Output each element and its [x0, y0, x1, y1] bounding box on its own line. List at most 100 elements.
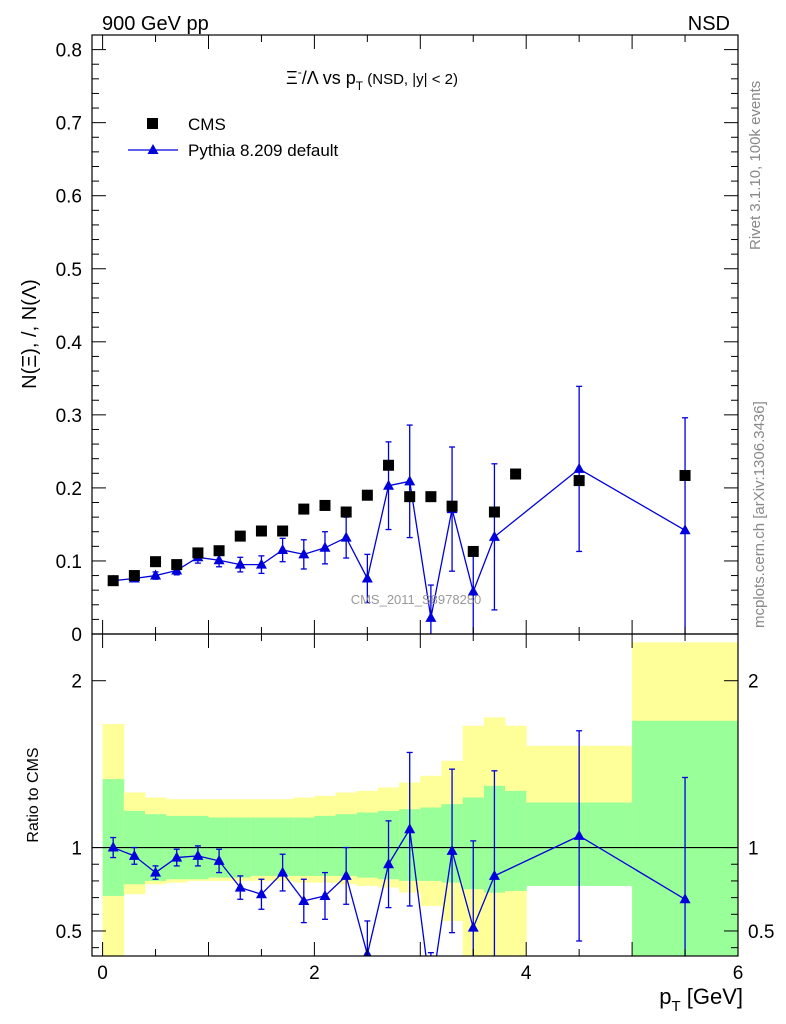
legend-cms-label: CMS	[188, 115, 226, 134]
ratio-pythia-point	[192, 849, 204, 860]
main-y-tick-label: 0	[71, 625, 82, 646]
main-y-axis-label: N(Ξ), /, N(Λ)	[19, 279, 41, 389]
ratio-inner-band-bin	[420, 807, 442, 881]
ratio-pythia-point	[298, 894, 310, 905]
x-axis-label: pT [GeV]	[659, 984, 743, 1015]
main-y-tick-label: 0.1	[56, 552, 82, 573]
ratio-panel-axes: 0.5 0.5 1 1 2 2 0 2 4 6	[56, 634, 774, 984]
ratio-pythia-point	[213, 854, 225, 865]
legend-pythia-label: Pythia 8.209 default	[188, 141, 339, 160]
pythia-point	[150, 569, 162, 580]
cms-point	[340, 506, 352, 518]
ratio-panel-marks	[107, 730, 691, 956]
ratio-pythia-point	[404, 823, 416, 834]
legend-cms-marker	[147, 118, 158, 129]
x-tick-label: 0	[97, 963, 108, 984]
pythia-point	[467, 585, 479, 596]
ratio-inner-band-bin	[272, 817, 294, 876]
ratio-pythia-point	[446, 844, 458, 855]
pythia-point	[488, 530, 500, 541]
ratio-pythia-point	[128, 849, 140, 860]
pythia-point	[425, 611, 437, 622]
cms-point	[234, 530, 246, 542]
ratio-y-tick-label-right: 2	[748, 672, 759, 693]
cms-point	[277, 525, 289, 537]
pythia-point	[298, 548, 310, 559]
main-y-tick-label: 0.3	[56, 406, 82, 427]
main-panel: CMS_2011_S8978280 0 0.1 0.2 0.3 0.4 0.5 0.6 0.7…	[19, 34, 739, 646]
cms-point	[128, 570, 140, 582]
pythia-point	[213, 554, 225, 565]
cms-point	[213, 545, 225, 557]
cms-point	[425, 491, 437, 503]
main-y-tick-label: 0.4	[56, 333, 83, 354]
ratio-pythia-point	[255, 888, 267, 899]
ratio-pythia-point	[150, 866, 162, 877]
cms-point	[679, 469, 691, 481]
plot-title: Ξ-/Λ vs pT (NSD, |y| < 2)	[286, 65, 458, 93]
ratio-panel: 0.5 0.5 1 1 2 2 0 2 4 6 Ratio to CMS pT [GeV]	[25, 633, 774, 1015]
pythia-point	[404, 475, 416, 486]
ratio-pythia-point	[107, 841, 119, 852]
main-y-tick-label: 0.8	[56, 41, 82, 62]
cms-point	[171, 559, 183, 571]
pythia-point	[340, 531, 352, 542]
cms-point	[510, 468, 522, 480]
pythia-point	[383, 479, 395, 490]
main-y-tick-label: 0.2	[56, 479, 82, 500]
cms-point	[255, 525, 267, 537]
ratio-pythia-point	[340, 869, 352, 880]
pythia-point	[319, 541, 331, 552]
ratio-pythia-point	[171, 851, 183, 862]
main-panel-axes: 0 0.1 0.2 0.3 0.4 0.5 0.6 0.7 0.8	[56, 35, 739, 646]
cms-point	[383, 459, 395, 471]
ratio-y-tick-label-right: 1	[748, 839, 759, 860]
cms-point	[404, 491, 416, 503]
main-y-tick-label: 0.7	[56, 114, 82, 135]
pythia-point	[573, 462, 585, 473]
ratio-pythia-point	[467, 921, 479, 932]
ratio-uncertainty-bands	[92, 642, 739, 956]
ratio-y-axis-label: Ratio to CMS	[25, 747, 42, 842]
ratio-inner-band-bin	[356, 812, 379, 878]
ratio-panel-frame	[91, 633, 739, 957]
ratio-pythia-point	[383, 858, 395, 869]
ratio-series-group	[107, 730, 691, 956]
cms-point	[446, 500, 458, 512]
ratio-pythia-point	[319, 889, 331, 900]
legend-pythia-marker	[147, 144, 159, 154]
ratio-pythia-point	[277, 866, 289, 877]
x-tick-label: 2	[309, 963, 320, 984]
main-y-tick-label: 0.6	[56, 187, 82, 208]
ratio-pythia-point	[679, 893, 691, 904]
header-left-label: 900 GeV pp	[102, 13, 209, 35]
mcplots-label: mcplots.cern.ch [arXiv:1306.3436]	[751, 401, 768, 628]
cms-point	[298, 503, 310, 515]
pythia-point	[277, 543, 289, 554]
ratio-inner-band-bin	[250, 817, 273, 876]
cms-point	[192, 547, 204, 559]
analysis-watermark: CMS_2011_S8978280	[351, 592, 482, 607]
cms-point	[488, 506, 500, 518]
cms-point	[573, 475, 585, 487]
cms-point	[467, 545, 479, 557]
x-tick-label: 6	[733, 963, 744, 984]
pythia-point	[255, 558, 267, 569]
ratio-inner-band-bin	[293, 817, 315, 876]
ratio-y-tick-label: 1	[71, 839, 82, 860]
ratio-y-tick-label: 2	[71, 672, 82, 693]
header-right-label: NSD	[688, 13, 730, 35]
ratio-inner-band-bin	[505, 790, 527, 891]
pythia-point	[679, 524, 691, 535]
cms-point	[107, 575, 119, 587]
main-y-tick-label: 0.5	[56, 260, 82, 281]
x-tick-label: 4	[521, 963, 532, 984]
cms-point	[361, 489, 373, 501]
rivet-version-label: Rivet 3.1.10, 100k events	[747, 81, 764, 250]
ratio-inner-band-bin	[335, 814, 358, 876]
ratio-pythia-point	[488, 869, 500, 880]
ratio-pythia-point	[234, 881, 246, 892]
pythia-point	[234, 558, 246, 569]
ratio-y-tick-label: 0.5	[56, 922, 82, 943]
